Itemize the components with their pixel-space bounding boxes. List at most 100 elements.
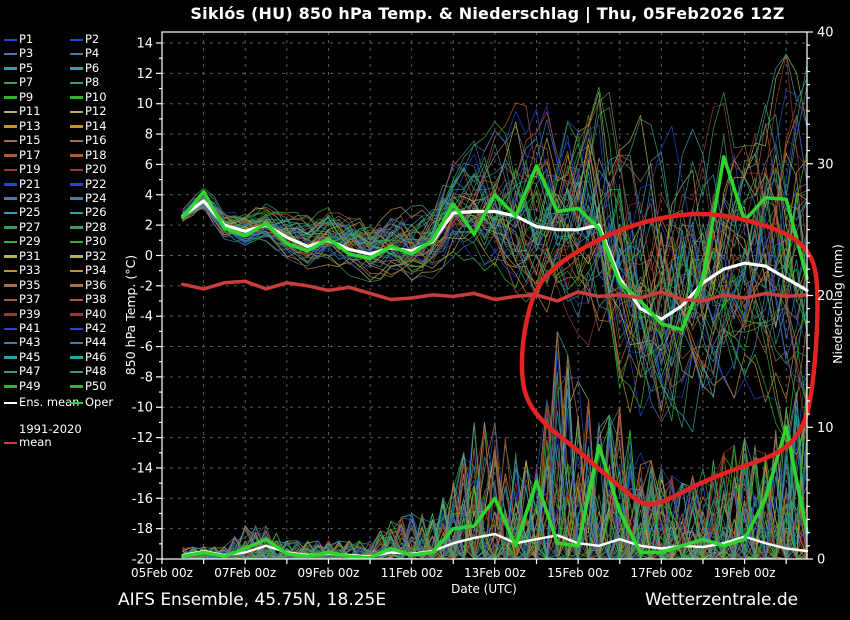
legend-member-P22: P22 xyxy=(70,177,107,192)
legend-label: P2 xyxy=(85,32,100,46)
legend-line-swatch xyxy=(70,67,83,70)
legend-line-swatch xyxy=(4,211,17,215)
legend-label: P41 xyxy=(19,321,41,335)
legend-label: Ens. mean xyxy=(19,395,80,410)
legend-label: P38 xyxy=(85,292,107,307)
legend-label: P21 xyxy=(19,176,41,191)
legend-member-P28: P28 xyxy=(70,220,107,235)
footer-site: Wetterzentrale.de xyxy=(645,590,799,610)
legend-line-swatch xyxy=(4,341,17,345)
legend-label: P26 xyxy=(85,205,107,220)
precip-tick-label: 10 xyxy=(817,421,834,436)
legend-label: P15 xyxy=(19,133,41,148)
temp-tick-label: 4 xyxy=(145,188,153,203)
temp-tick-label: 14 xyxy=(136,37,153,52)
legend-line-swatch xyxy=(4,67,17,70)
temp-tick-label: -6 xyxy=(140,340,153,355)
date-tick-label: 11Feb 00z xyxy=(381,566,443,580)
legend-label: P47 xyxy=(19,364,41,379)
legend-member-P6: P6 xyxy=(70,61,99,76)
x-axis-label: Date (UTC) xyxy=(451,582,517,596)
legend-line-swatch xyxy=(4,183,17,186)
legend-member-P44: P44 xyxy=(70,336,107,350)
oper-precip-line xyxy=(181,425,809,560)
legend-line-swatch xyxy=(4,269,17,273)
member-temp-line xyxy=(182,144,808,378)
legend-member-P4: P4 xyxy=(70,47,99,61)
legend-label: P10 xyxy=(85,89,107,104)
precip-tick-label: 30 xyxy=(817,157,834,172)
date-tick-label: 17Feb 00z xyxy=(630,566,692,580)
legend-label: P34 xyxy=(85,263,107,278)
legend-line-swatch xyxy=(70,81,83,85)
legend-label: P7 xyxy=(19,75,34,90)
legend-line-swatch xyxy=(70,269,83,273)
legend-member-P41: P41 xyxy=(4,322,41,336)
member-temp-line xyxy=(182,138,808,389)
legend-line-swatch xyxy=(70,154,83,157)
legend-member-P16: P16 xyxy=(70,134,107,148)
legend-line-swatch xyxy=(4,298,17,302)
member-temp-line xyxy=(182,64,808,321)
annotation-circle xyxy=(519,211,820,507)
legend-member-P24: P24 xyxy=(70,191,107,206)
legend-label: P1 xyxy=(19,32,34,46)
legend-line-swatch xyxy=(70,401,83,405)
legend-member-P10: P10 xyxy=(70,89,107,105)
legend-label: P27 xyxy=(19,219,41,234)
member-temp-line xyxy=(182,124,808,386)
legend-label: P5 xyxy=(19,60,34,75)
legend-member-P39: P39 xyxy=(4,307,41,322)
legend-oper: Oper xyxy=(70,396,113,410)
legend-label: P11 xyxy=(19,104,41,119)
legend-line-swatch xyxy=(4,154,17,157)
legend-label: P8 xyxy=(85,75,100,90)
member-precip-lines xyxy=(182,331,808,560)
member-temp-line xyxy=(182,111,808,374)
legend-member-P34: P34 xyxy=(70,264,107,278)
legend-line-swatch xyxy=(4,139,17,143)
legend-member-P2: P2 xyxy=(70,33,99,47)
legend-line-swatch xyxy=(4,52,17,56)
legend-line-swatch xyxy=(4,385,17,388)
legend-member-P29: P29 xyxy=(4,235,41,249)
legend-label: P50 xyxy=(85,378,107,393)
legend-line-swatch xyxy=(70,110,83,114)
temp-tick-label: -10 xyxy=(132,401,153,416)
legend-label: P35 xyxy=(19,277,41,292)
legend-line-swatch xyxy=(4,125,17,128)
legend-member-P47: P47 xyxy=(4,365,41,379)
legend-line-swatch xyxy=(4,356,17,359)
temp-tick-label: 8 xyxy=(145,128,153,143)
legend-line-swatch xyxy=(70,183,83,186)
member-temp-line xyxy=(182,90,808,398)
member-temp-line xyxy=(182,115,808,417)
legend-line-swatch xyxy=(70,211,83,215)
legend-line-swatch xyxy=(4,401,17,405)
legend-member-P37: P37 xyxy=(4,293,41,307)
legend-label: P43 xyxy=(19,335,41,350)
legend-label: P25 xyxy=(19,205,41,220)
legend-member-P43: P43 xyxy=(4,336,41,350)
legend-label: P37 xyxy=(19,292,41,307)
temp-tick-label: -8 xyxy=(140,370,153,385)
member-temp-line xyxy=(182,159,808,397)
legend-label: P29 xyxy=(19,234,41,249)
legend-label: P30 xyxy=(85,234,107,249)
legend-line-swatch xyxy=(4,441,17,445)
legend-member-P32: P32 xyxy=(70,249,107,264)
legend-member-P21: P21 xyxy=(4,176,41,192)
footer-model-info: AIFS Ensemble, 45.75N, 18.25E xyxy=(118,590,387,610)
legend-member-P7: P7 xyxy=(4,76,33,90)
legend-line-swatch xyxy=(70,313,83,316)
legend-member-P31: P31 xyxy=(4,249,41,264)
legend-member-P49: P49 xyxy=(4,379,41,394)
legend-label: P23 xyxy=(19,190,41,205)
oper-temp-line xyxy=(181,155,809,332)
legend-line-swatch xyxy=(4,81,17,85)
legend-line-swatch xyxy=(4,38,17,41)
legend-label: P16 xyxy=(85,133,107,148)
legend-label: P40 xyxy=(85,306,107,321)
